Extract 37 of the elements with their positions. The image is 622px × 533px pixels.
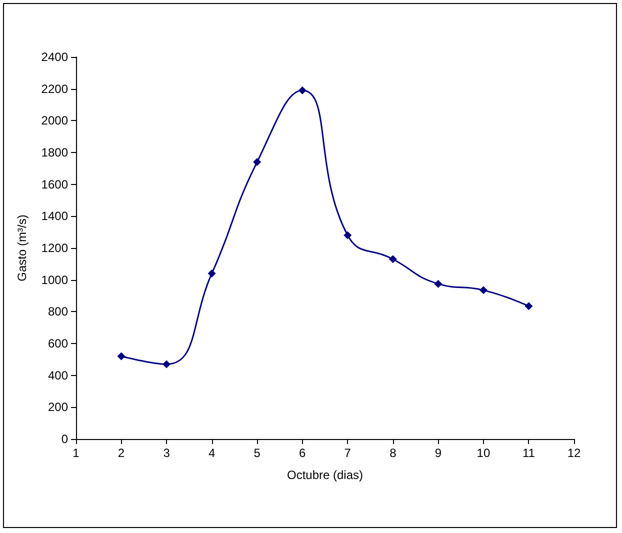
y-tick-label: 0: [61, 432, 68, 446]
point: [298, 86, 306, 94]
x-tick-label: 5: [254, 446, 261, 460]
x-tick-label: 9: [434, 446, 442, 460]
point: [344, 231, 352, 240]
point: [162, 360, 171, 368]
point: [253, 158, 262, 166]
x-tick-label: 2: [118, 446, 125, 460]
y-tick-label: 2400: [41, 50, 68, 64]
x-tick-label: 10: [476, 446, 490, 460]
x-tick-label: 12: [567, 446, 581, 460]
y-tick-label: 1000: [41, 272, 68, 287]
y-axis-title: Gasto (m³/s): [15, 214, 29, 282]
point: [479, 286, 488, 294]
y-tick-label: 1800: [41, 146, 68, 160]
x-tick-label: 11: [522, 446, 536, 460]
y-tick-label: 2200: [41, 82, 68, 96]
x-tick-label: 8: [390, 446, 397, 460]
y-tick-label: 2000: [41, 114, 68, 128]
y-tick-label: 800: [48, 304, 68, 319]
x-tick-label: 3: [163, 446, 170, 460]
point: [524, 302, 533, 310]
y-tick-label: 400: [48, 368, 68, 382]
x-tick-label: 7: [344, 446, 352, 460]
y-tick-label: 200: [48, 400, 68, 414]
y-tick-label: 1600: [41, 177, 68, 192]
x-tick-label: 4: [208, 446, 216, 460]
point: [388, 255, 397, 264]
point: [434, 280, 442, 288]
y-tick-label: 1400: [41, 209, 68, 224]
y-tick-label: 600: [48, 336, 68, 350]
point: [117, 352, 126, 360]
point: [208, 269, 216, 278]
y-tick-label: 1200: [41, 241, 68, 255]
x-tick-label: 1: [72, 446, 80, 460]
x-axis-title: Octubre (dias): [286, 468, 364, 482]
x-tick-label: 6: [299, 446, 306, 460]
